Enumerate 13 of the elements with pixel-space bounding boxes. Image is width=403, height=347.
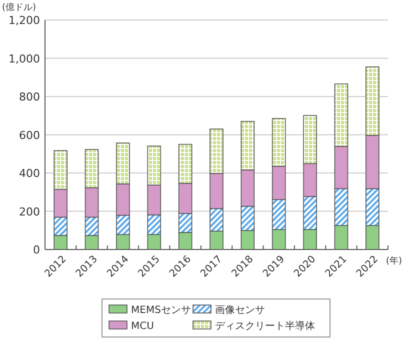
y-tick-label: 800 xyxy=(19,90,40,104)
y-axis-title: (億ドル) xyxy=(2,2,36,13)
y-tick-label: 1,200 xyxy=(8,14,40,27)
y-tick-label: 1,000 xyxy=(8,52,40,66)
legend-label: MCU xyxy=(131,321,154,332)
legend-label: ディスクリート半導体 xyxy=(215,320,315,332)
y-tick-label: 600 xyxy=(19,128,40,142)
y-tick-label: 0 xyxy=(33,244,40,256)
y-tick-label: 200 xyxy=(19,205,40,218)
y-tick-label: 400 xyxy=(19,167,40,180)
legend-label: 画像センサ xyxy=(215,304,265,316)
x-axis-title: (年) xyxy=(386,256,402,266)
legend-label: MEMSセンサ xyxy=(131,305,191,316)
